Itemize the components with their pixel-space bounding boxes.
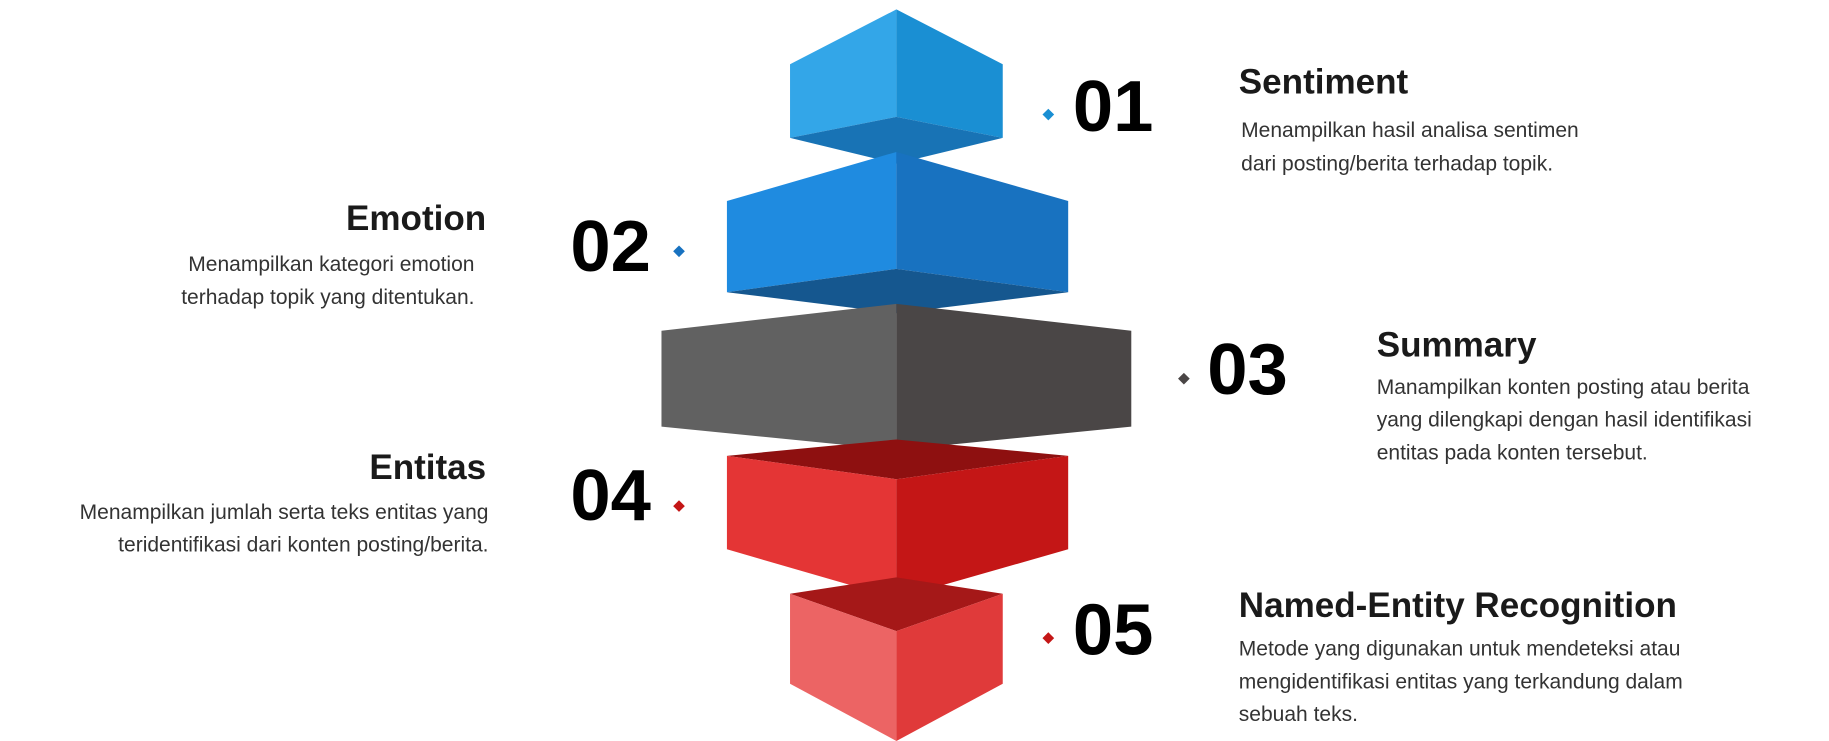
block-1 <box>790 9 1003 163</box>
item-description: yang dilengkapi dengan hasil identifikas… <box>1377 409 1752 432</box>
diamond-marker <box>1178 373 1190 385</box>
item-number: 05 <box>1073 589 1154 670</box>
block-4 <box>727 439 1068 598</box>
item-title: Sentiment <box>1239 63 1409 102</box>
item-description: dari posting/berita terhadap topik. <box>1241 153 1553 176</box>
block-face <box>896 456 1068 599</box>
block-3 <box>661 304 1131 450</box>
infographic: 01 Sentiment Menampilkan hasil analisa sen… <box>0 0 1829 741</box>
block-5 <box>790 577 1003 741</box>
item-description: Metode yang digunakan untuk mendeteksi a… <box>1239 638 1681 661</box>
item-title: Emotion <box>346 199 486 238</box>
diamond-marker <box>673 245 685 257</box>
item-title: Named-Entity Recognition <box>1239 586 1677 625</box>
item-number: 02 <box>570 206 651 287</box>
diamond-marker <box>1042 109 1054 121</box>
item-description: teridentifikasi dari konten posting/beri… <box>118 534 488 557</box>
item-description: terhadap topik yang ditentukan. <box>181 286 474 309</box>
item-title: Entitas <box>369 448 486 487</box>
block-face <box>727 456 896 599</box>
item-number: 01 <box>1073 66 1154 147</box>
page: 01 Sentiment Menampilkan hasil analisa sen… <box>0 0 1829 741</box>
item-number: 04 <box>570 455 651 536</box>
diamond-marker <box>1042 632 1054 644</box>
item-description: Menampilkan jumlah serta teks entitas ya… <box>80 501 489 524</box>
block-face <box>896 152 1068 292</box>
item-description: mengidentifikasi entitas yang terkandung… <box>1239 670 1683 693</box>
block-2 <box>727 152 1068 313</box>
item-description: sebuah teks. <box>1239 703 1358 726</box>
diamond-marker <box>673 500 685 512</box>
block-face <box>790 9 896 138</box>
item-description: Menampilkan kategori emotion <box>188 253 474 276</box>
item-title: Summary <box>1377 325 1537 364</box>
item-number: 03 <box>1207 329 1288 410</box>
block-face <box>896 9 1002 138</box>
block-face <box>727 152 896 292</box>
block-face <box>896 304 1131 450</box>
item-description: Menampilkan hasil analisa sentimen <box>1241 119 1579 142</box>
block-face <box>661 304 896 450</box>
item-description: Manampilkan konten posting atau berita <box>1377 376 1750 399</box>
item-description: entitas pada konten tersebut. <box>1377 441 1648 464</box>
